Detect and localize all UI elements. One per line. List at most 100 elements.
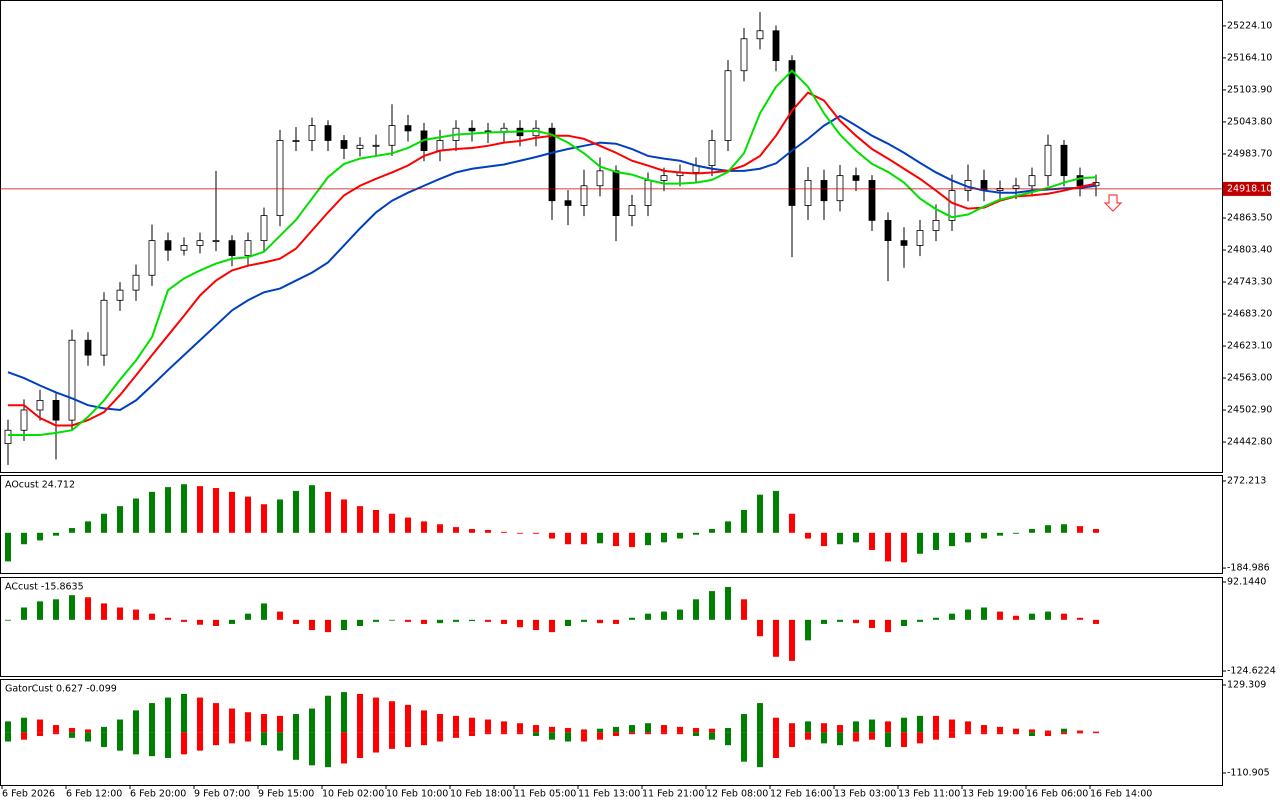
candle-body	[340, 140, 348, 149]
candle-body	[788, 60, 796, 206]
histogram-bar	[1029, 528, 1035, 533]
gator-bar	[133, 710, 139, 733]
histogram-bar	[245, 496, 251, 533]
histogram-bar	[309, 485, 315, 533]
gator-bar	[421, 710, 427, 733]
histogram-bar	[229, 619, 235, 624]
candle-body	[804, 180, 812, 206]
histogram-bar	[197, 619, 203, 625]
gator-bar	[405, 704, 411, 733]
y-tick-label: 24623.10	[1227, 341, 1272, 352]
gator-bar	[373, 697, 379, 733]
gator-bar	[661, 732, 667, 735]
gator-bar	[53, 732, 59, 735]
candle-body	[68, 339, 76, 421]
histogram-bar	[1029, 613, 1035, 620]
candle-body	[324, 125, 332, 141]
gator-bar	[117, 719, 123, 733]
x-tick-label: 13 Feb 19:00	[962, 789, 1024, 800]
y-tick-label: -124.6224	[1227, 666, 1276, 677]
candle-body	[724, 70, 732, 141]
candle-body	[1060, 144, 1068, 177]
gator-bar	[693, 732, 699, 737]
gator-bar	[885, 732, 891, 748]
candle-body	[836, 175, 844, 202]
gator-bar	[117, 732, 123, 751]
gator-bar	[485, 732, 491, 735]
pane-title: ACcust -15.8635	[5, 582, 84, 593]
gator-bar	[757, 732, 763, 768]
gator-bar	[949, 719, 955, 733]
gator-bar	[469, 717, 475, 733]
histogram-bar	[165, 487, 171, 533]
x-tick-label: 12 Feb 08:00	[706, 789, 768, 800]
y-tick-label: 129.309	[1227, 680, 1266, 691]
gator-bar	[981, 725, 987, 733]
gator-bar	[725, 727, 731, 733]
gator-bar	[85, 729, 91, 733]
sell-arrow	[1103, 194, 1123, 212]
gator-bar	[821, 732, 827, 744]
gator-bar	[85, 732, 91, 742]
histogram-bar	[1077, 526, 1083, 533]
candle-body	[1028, 175, 1036, 187]
histogram-bar	[421, 619, 427, 624]
candle-body	[996, 188, 1004, 191]
gator-bar	[5, 721, 11, 733]
gator-bar	[901, 732, 907, 748]
x-tick-label: 9 Feb 15:00	[258, 789, 314, 800]
gator-bar	[37, 732, 43, 737]
x-tick-label: 13 Feb 03:00	[834, 789, 896, 800]
candle-body	[740, 38, 748, 72]
histogram-bar	[901, 619, 907, 626]
histogram-bar	[197, 486, 203, 533]
x-tick-label: 11 Feb 05:00	[514, 789, 576, 800]
y-tick-label: 272.213	[1227, 475, 1266, 486]
candle-body	[580, 185, 588, 206]
candle-body	[564, 200, 572, 206]
y-tick-label: 24743.30	[1227, 277, 1272, 288]
gator-bar	[773, 717, 779, 733]
histogram-bar	[53, 532, 59, 536]
histogram-bar	[293, 490, 299, 533]
gator-bar	[1045, 732, 1051, 737]
histogram-bar	[405, 517, 411, 533]
histogram-bar	[357, 506, 363, 533]
gator-bar	[581, 729, 587, 733]
gator-bar	[677, 726, 683, 733]
gator-bar	[197, 697, 203, 733]
gator-bar	[805, 732, 811, 740]
y-tick-label: 25103.90	[1227, 84, 1272, 95]
histogram-bar	[1077, 617, 1083, 620]
candle-body	[4, 429, 12, 444]
gator-bar	[1093, 731, 1099, 733]
histogram-bar	[341, 619, 347, 631]
x-tick-label: 16 Feb 06:00	[1026, 789, 1088, 800]
gator-bar	[693, 727, 699, 733]
gator-bar	[517, 732, 523, 735]
gator-bar	[581, 732, 587, 742]
histogram-bar	[997, 611, 1003, 620]
candle-body	[548, 127, 556, 202]
gator-bar	[197, 732, 203, 751]
candle-body	[596, 170, 604, 187]
histogram-bar	[853, 532, 859, 543]
histogram-bar	[325, 491, 331, 533]
x-tick-label: 10 Feb 18:00	[450, 789, 512, 800]
y-tick-label: 24683.20	[1227, 309, 1272, 320]
histogram-bar	[965, 609, 971, 620]
candle-body	[1076, 175, 1084, 187]
y-tick-label: 25043.80	[1227, 116, 1272, 127]
gator-bar	[165, 732, 171, 759]
histogram-bar	[629, 617, 635, 620]
histogram-bar	[885, 619, 891, 633]
gator-bar	[661, 725, 667, 733]
gator-bar	[837, 732, 843, 746]
gator-bar	[869, 719, 875, 733]
histogram-bar	[677, 609, 683, 620]
candle-body	[948, 190, 956, 221]
histogram-bar	[677, 532, 683, 539]
gator-bar	[37, 719, 43, 733]
indicator-line	[7, 114, 1097, 412]
histogram-bar	[101, 513, 107, 533]
